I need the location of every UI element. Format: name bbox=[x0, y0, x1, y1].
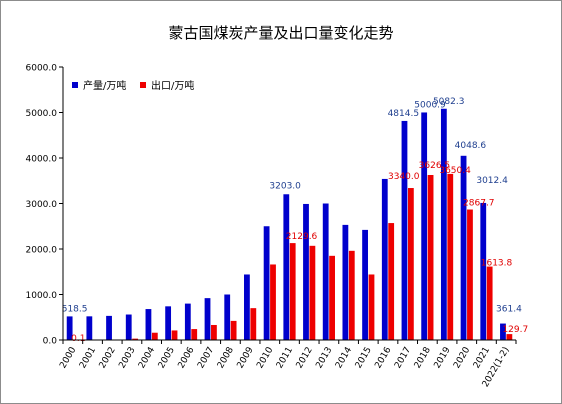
bar-production-2009 bbox=[244, 274, 250, 340]
bar-export-2006 bbox=[191, 329, 198, 340]
bar-export-2009 bbox=[250, 308, 257, 340]
bar-production-2007 bbox=[204, 298, 211, 340]
bar-export-2021 bbox=[486, 266, 493, 340]
bar-production-2016 bbox=[381, 178, 388, 340]
bar-production-2004 bbox=[145, 309, 152, 340]
bar-production-2019 bbox=[440, 108, 447, 341]
label-export-2019: 3650.4 bbox=[439, 166, 471, 176]
bar-production-2017 bbox=[401, 120, 408, 340]
bar-export-2011 bbox=[289, 243, 296, 340]
y-tick-label: 4000.0 bbox=[26, 155, 58, 165]
bar-production-2003 bbox=[125, 314, 132, 340]
bars bbox=[66, 108, 513, 341]
y-axis-ticks: 0.0 1000.0 2000.0 3000.0 4000.0 5000.0 6000.0 bbox=[26, 64, 63, 347]
bar-production-2018 bbox=[421, 112, 428, 341]
label-production-2017: 4814.5 bbox=[388, 109, 420, 119]
label-production-2021: 3012.4 bbox=[476, 176, 508, 186]
bar-export-2008 bbox=[230, 320, 237, 340]
bar-export-2014 bbox=[348, 250, 355, 340]
bar-production-2000 bbox=[66, 316, 73, 340]
label-production-2020: 4048.6 bbox=[455, 141, 487, 151]
bar-production-2020 bbox=[460, 155, 467, 340]
bar-export-2012 bbox=[309, 245, 316, 340]
label-export-2022(1-2): 129.7 bbox=[502, 325, 528, 335]
bar-export-2017 bbox=[407, 188, 414, 340]
bar-production-2013 bbox=[322, 203, 329, 340]
label-production-2011: 3203.0 bbox=[269, 181, 301, 191]
label-production-2000: 518.5 bbox=[62, 304, 88, 314]
bar-export-2013 bbox=[329, 255, 335, 340]
y-tick-label: 3000.0 bbox=[26, 200, 58, 210]
legend-label-export: 出口/万吨 bbox=[151, 79, 194, 92]
y-tick-label: 0.0 bbox=[43, 337, 58, 347]
bar-production-2005 bbox=[165, 306, 172, 340]
bar-production-2015 bbox=[362, 229, 368, 340]
bar-production-2011 bbox=[283, 194, 290, 340]
label-export-2020: 2867.7 bbox=[463, 199, 495, 209]
label-export-2017: 3340.0 bbox=[388, 172, 420, 182]
bar-export-2018 bbox=[427, 174, 434, 340]
bar-production-2014 bbox=[342, 224, 349, 340]
bar-export-2005 bbox=[171, 330, 178, 340]
label-export-2021: 1613.8 bbox=[481, 259, 513, 269]
bar-export-2010 bbox=[270, 264, 276, 340]
bar-production-2010 bbox=[263, 226, 270, 340]
x-axis-ticks: 2000 2001 2002 2003 2004 2005 2006 2007 2008 2009… bbox=[58, 340, 517, 389]
bar-production-2022(1-2) bbox=[500, 323, 506, 340]
label-production-2019: 5082.3 bbox=[433, 97, 465, 107]
bar-export-2016 bbox=[388, 223, 395, 340]
bar-production-2002 bbox=[106, 315, 112, 340]
bar-export-2003 bbox=[132, 338, 139, 340]
bar-production-2006 bbox=[184, 303, 191, 340]
label-export-2011: 2129.6 bbox=[286, 232, 318, 242]
y-tick-label: 5000.0 bbox=[26, 109, 58, 119]
bar-export-2004 bbox=[151, 332, 158, 340]
legend-label-production: 产量/万吨 bbox=[83, 79, 126, 92]
bar-export-2020 bbox=[467, 209, 473, 340]
bar-production-2021 bbox=[480, 202, 487, 340]
bar-export-2015 bbox=[368, 274, 375, 340]
chart-title: 蒙古国煤炭产量及出口量变化走势 bbox=[168, 24, 393, 42]
bar-production-2012 bbox=[303, 203, 309, 340]
y-tick-label: 6000.0 bbox=[26, 64, 58, 74]
bar-production-2001 bbox=[86, 316, 93, 340]
bar-export-2007 bbox=[211, 324, 217, 340]
legend-swatch-export bbox=[140, 82, 146, 88]
label-production-2018: 5000.9 bbox=[414, 100, 446, 110]
bar-export-2019 bbox=[447, 173, 454, 340]
label-production-2022(1-2): 361.4 bbox=[496, 305, 522, 315]
bar-production-2008 bbox=[224, 294, 231, 340]
y-tick-label: 2000.0 bbox=[26, 246, 58, 256]
y-tick-label: 1000.0 bbox=[26, 291, 58, 301]
legend-swatch-production bbox=[72, 82, 78, 88]
label-export-2018: 3626.5 bbox=[419, 161, 451, 171]
label-export-2000: 0.1 bbox=[71, 334, 85, 344]
bar-export-2022(1-2) bbox=[506, 334, 513, 340]
legend: 产量/万吨 出口/万吨 bbox=[72, 79, 194, 92]
